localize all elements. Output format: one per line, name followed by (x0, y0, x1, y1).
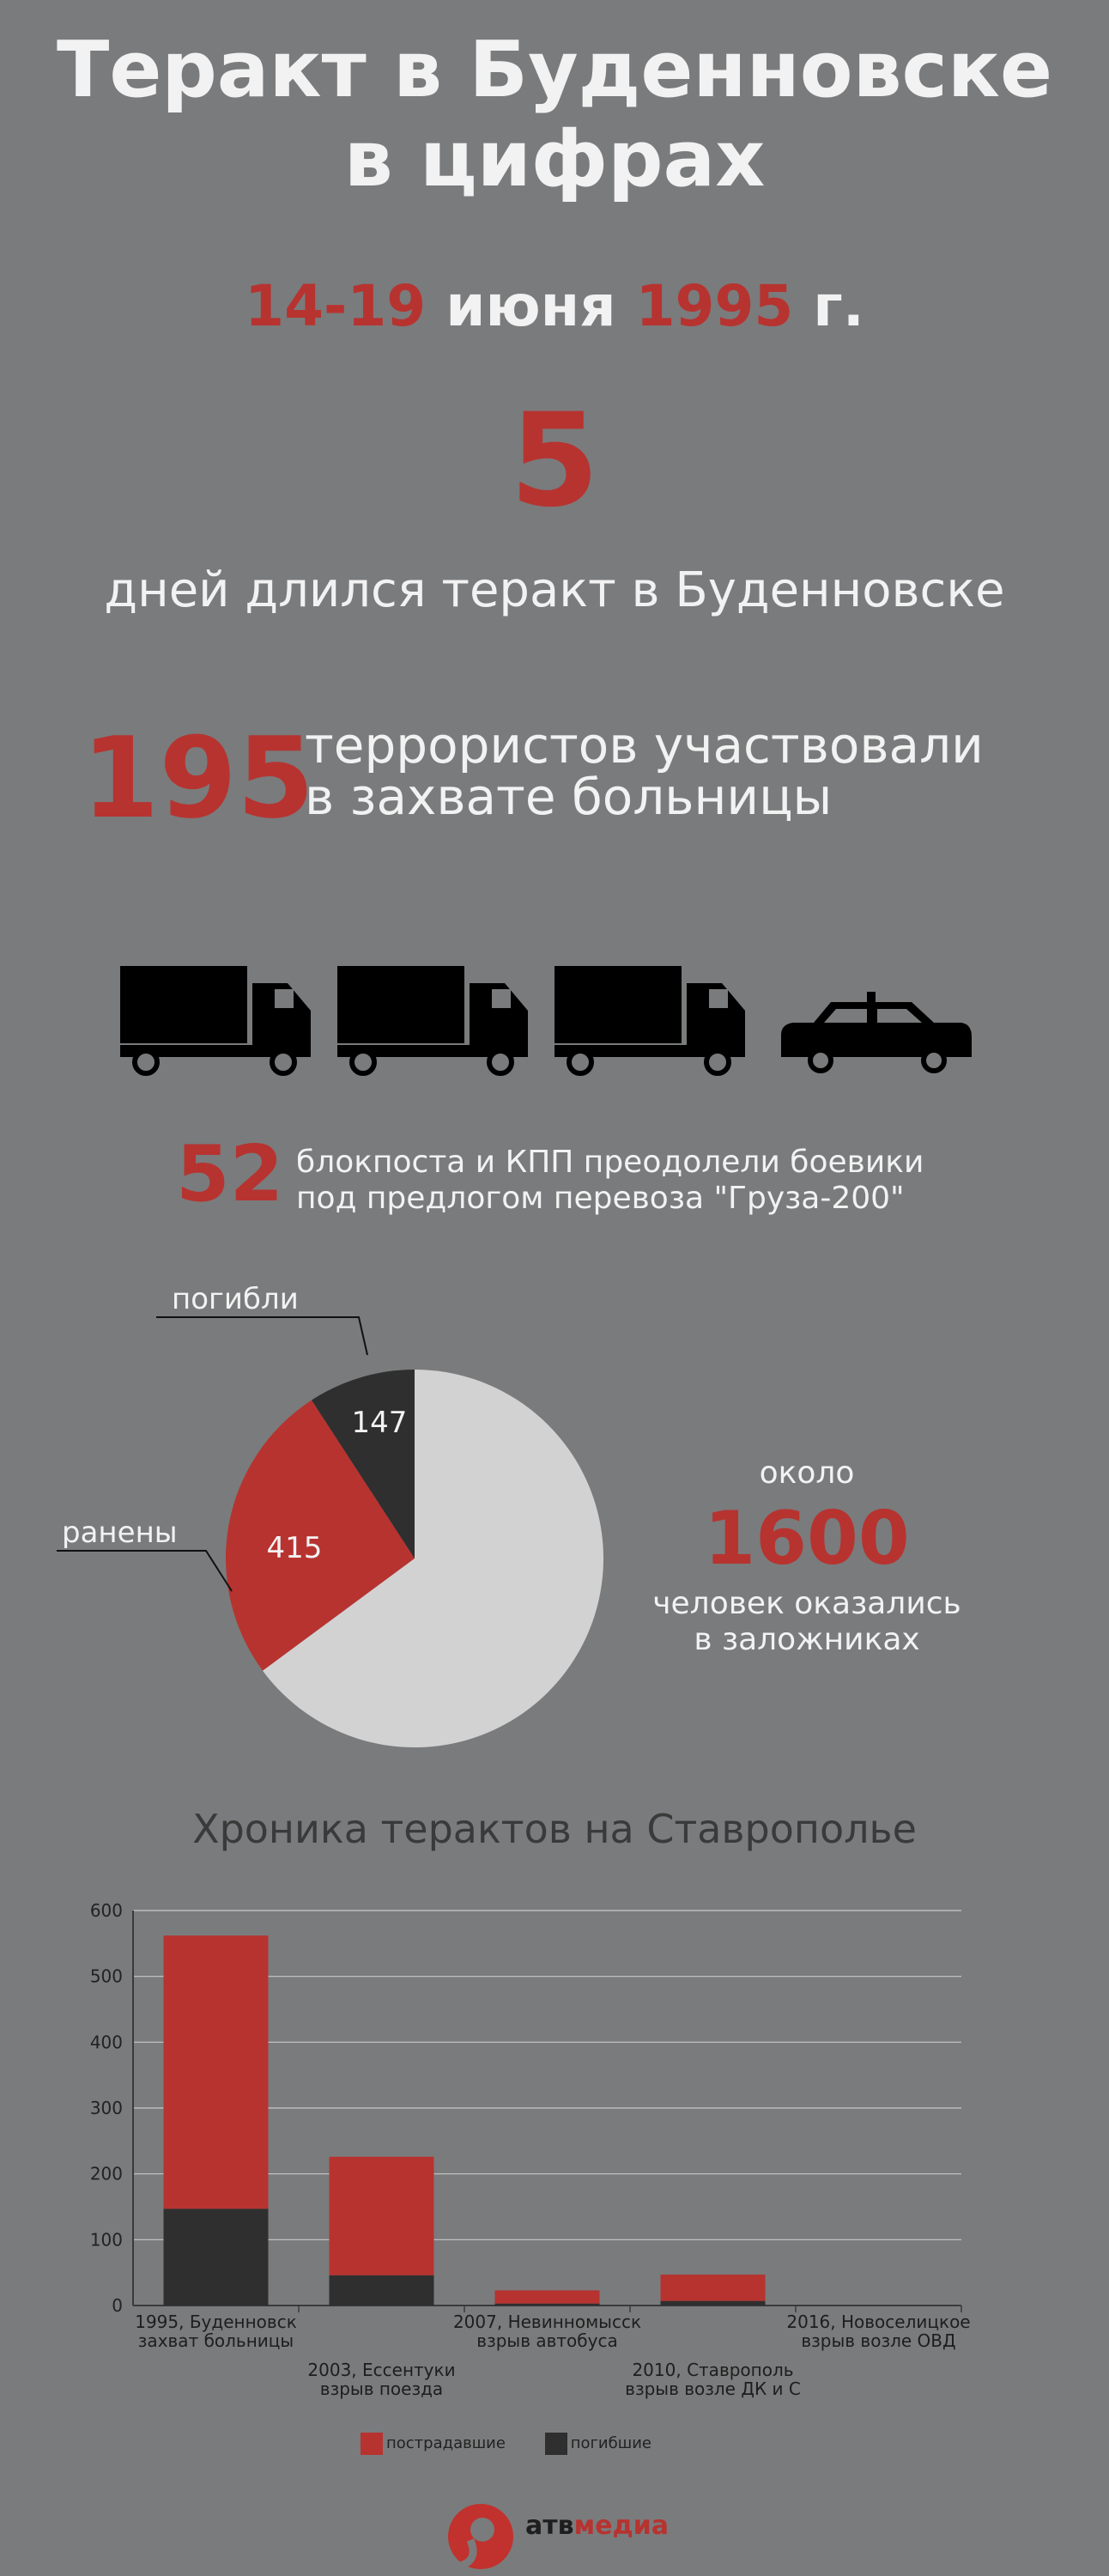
pie-slice-killed (311, 1370, 415, 1558)
pie-slice-wounded (226, 1400, 415, 1671)
casualties-pie-chart: погибли ранены 147 415 (52, 1279, 635, 1764)
x-category-label: взрыв поезда (320, 2379, 443, 2399)
bar-injured (329, 2156, 434, 2275)
x-category-label: 2010, Ставрополь (632, 2360, 793, 2380)
dates-month: июня (445, 273, 616, 339)
x-category-label: 2003, Ессентуки (307, 2360, 455, 2380)
hostages-block: около 1600 человек оказались в заложника… (635, 1455, 979, 1658)
legend-item-killed: погибшие (544, 2433, 651, 2455)
page-title: Теракт в Буденновске в цифрах (0, 26, 1109, 204)
title-line-2: в цифрах (343, 114, 766, 204)
legend-swatch-killed (544, 2433, 567, 2455)
x-category-label: взрыв возле ДК и С (625, 2379, 801, 2399)
vehicles-row (112, 953, 1004, 1094)
y-tick-label: 400 (90, 2032, 123, 2052)
brand-suffix: медиа (573, 2511, 669, 2541)
terrorists-value: 195 (82, 713, 315, 843)
duration-label: дней длился теракт в Буденновске (104, 562, 1005, 618)
brand-prefix: атв (525, 2511, 574, 2541)
y-tick-label: 0 (112, 2295, 123, 2316)
car-icon (781, 992, 972, 1073)
duration-value: 5 (509, 386, 600, 536)
y-tick-label: 600 (90, 1900, 123, 1921)
brand-name: атвмедиа (525, 2511, 669, 2541)
checkpoints-line-2: под предлогом перевоза "Груза-200" (296, 1181, 905, 1216)
wounded-label: ранены (62, 1516, 178, 1550)
title-line-1: Теракт в Буденновске (56, 25, 1053, 115)
y-tick-label: 300 (90, 2098, 123, 2118)
bar-chart-legend: пострадавшие погибшие (361, 2433, 686, 2455)
y-tick-label: 100 (90, 2229, 123, 2250)
attacks-bar-chart: 0 100 200 300 400 500 600 1995, Буденновск захва… (52, 1889, 1013, 2425)
x-category-label: захват больницы (138, 2330, 294, 2351)
checkpoints-text: блокпоста и КПП преодолели боевики под п… (296, 1145, 924, 1217)
terrorists-line-1: террористов участвовали (305, 716, 984, 775)
bar-injured (494, 2290, 600, 2304)
legend-label-injured: пострадавшие (386, 2434, 506, 2452)
y-tick-label: 500 (90, 1966, 123, 1987)
checkpoints-line-1: блокпоста и КПП преодолели боевики (296, 1145, 924, 1180)
dates-line: 14-19 июня 1995 г. (0, 273, 1109, 339)
pie-slice-other-hostages (263, 1370, 603, 1747)
hostages-line-1: человек оказались (652, 1586, 961, 1621)
y-tick-label: 200 (90, 2164, 123, 2184)
bar-injured (660, 2274, 766, 2301)
truck-icon (554, 966, 745, 1076)
x-category-label: 2016, Новоселицкое (786, 2312, 970, 2332)
x-category-label: взрыв возле ОВД (801, 2330, 955, 2351)
x-category-label: 1995, Буденновск (135, 2312, 297, 2332)
terrorists-text: террористов участвовали в захвате больни… (305, 720, 984, 823)
hostages-prefix: около (759, 1455, 855, 1491)
dates-year: 1995 (635, 273, 794, 339)
truck-icon (337, 966, 528, 1076)
legend-label-killed: погибшие (570, 2434, 651, 2452)
bar-chart-title: Хроника терактов на Ставрополье (192, 1806, 917, 1852)
bar-killed (660, 2300, 766, 2306)
wounded-callout-line (57, 1550, 233, 1592)
hostages-value: 1600 (704, 1496, 910, 1582)
dates-days: 14-19 (245, 273, 427, 339)
bar-killed (163, 2208, 269, 2306)
bar-killed (494, 2303, 600, 2306)
killed-label: погибли (172, 1282, 299, 1316)
dates-suffix: г. (813, 273, 864, 339)
terrorists-line-2: в захвате больницы (305, 768, 833, 826)
wounded-value-label: 415 (267, 1531, 323, 1565)
truck-icon (120, 966, 311, 1076)
killed-value-label: 147 (352, 1406, 408, 1440)
bar-killed (329, 2275, 434, 2306)
killed-callout-line (156, 1316, 368, 1356)
legend-item-injured: пострадавшие (361, 2433, 506, 2455)
x-category-label: 2007, Невинномысск (453, 2312, 641, 2332)
legend-swatch-injured (361, 2433, 383, 2455)
hostages-line-2: в заложниках (694, 1622, 920, 1657)
x-category-label: взрыв автобуса (476, 2330, 617, 2351)
checkpoints-value: 52 (176, 1129, 284, 1219)
atv-logo-icon (445, 2500, 517, 2576)
bar-injured (163, 1935, 269, 2209)
